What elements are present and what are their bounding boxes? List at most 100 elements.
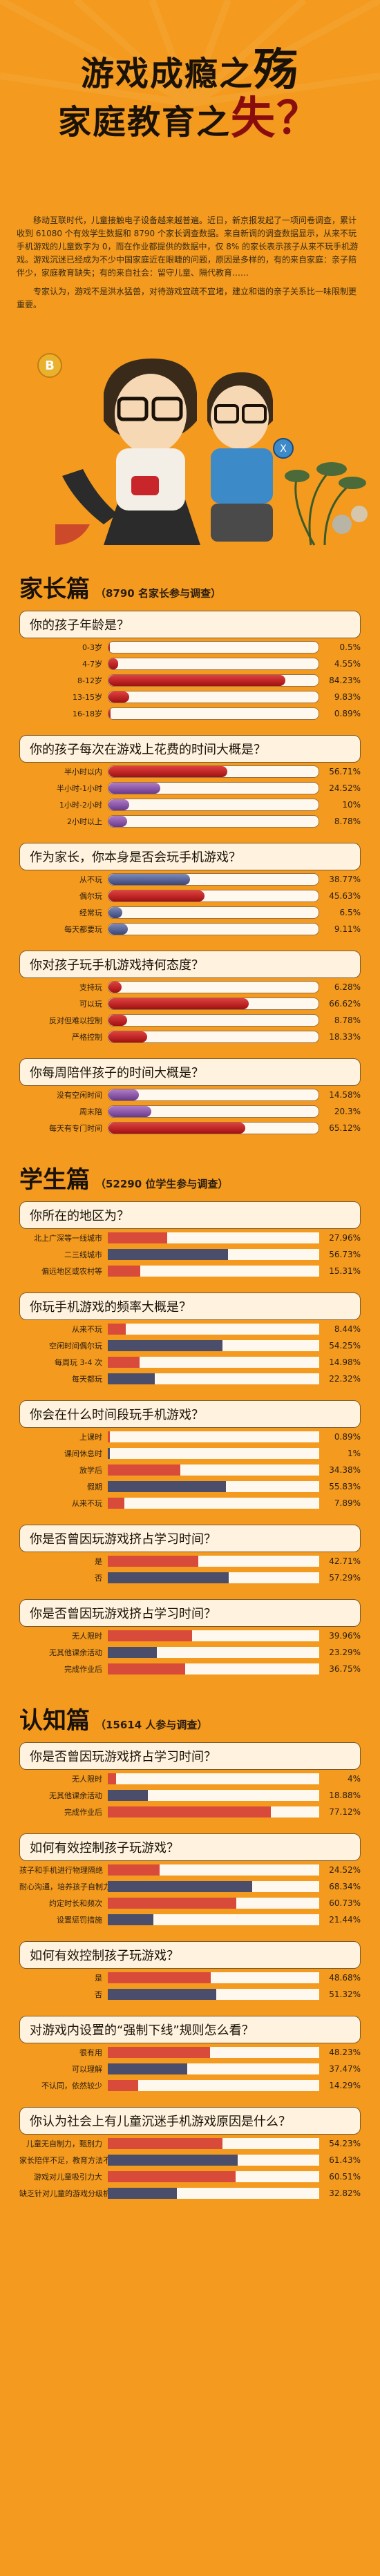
chart-parents-1: 你的孩子每次在游戏上花费的时间大概是？ 半小时以内 56.71% 半小时-1小时 24.… [0,735,380,836]
bar-fill [108,658,118,669]
bar-row: 放学后 34.38% [19,1462,361,1478]
bar-row: 是 42.71% [19,1554,361,1569]
bar-value-label: 15.31% [329,1266,361,1276]
chart-spacer [0,1677,380,1683]
bar-row: 0-3岁 0.5% [19,640,361,655]
bar-fill [108,1324,126,1335]
bar-fill [108,1972,211,1983]
bar-row: 没有空闲时间 14.58% [19,1087,361,1103]
bar-track [108,1498,319,1509]
bar-track [108,2047,319,2058]
bar-row: 半小时以内 56.71% [19,764,361,779]
chart-spacer [0,829,380,836]
bar-track [108,1340,319,1351]
chart-question-title: 作为家长，你本身是否会玩手机游戏？ [19,843,361,870]
bar-fill [108,1123,245,1134]
chart-spacer [0,1279,380,1286]
bar-value-label: 20.3% [334,1107,361,1116]
bar-row: 经常玩 6.5% [19,905,361,920]
bar-fill [108,1357,140,1368]
bar-category-label: 孩子和手机进行物理隔绝 [19,1866,103,1875]
bar-track [108,1266,319,1277]
bar-category-label: 完成作业后 [64,1665,102,1674]
chart-question-title: 如何有效控制孩子玩游戏？ [19,1833,361,1861]
bar-row: 家长陪伴不足，教育方法不当 61.43% [19,2153,361,2168]
chart-question-title: 你的孩子每次在游戏上花费的时间大概是？ [19,735,361,763]
bar-track [108,1881,319,1892]
bar-fill [108,1464,181,1476]
bar-row: 假期 55.83% [19,1479,361,1494]
bar-value-label: 14.98% [329,1357,361,1367]
bar-value-label: 9.83% [334,692,361,702]
bar-track [108,1089,319,1101]
bar-track [108,873,319,886]
bar-track [108,1122,319,1134]
bar-fill [108,2080,138,2091]
bar-row: 每天都玩 22.32% [19,1371,361,1386]
bar-category-label: 约定时长和频次 [49,1899,102,1908]
bar-fill [108,1340,222,1351]
chart-spacer [0,1386,380,1393]
bar-fill [108,1898,236,1909]
bar-track [108,799,319,811]
hero: 游戏成瘾之殇 家庭教育之失？ [0,0,380,207]
bar-value-label: 32.82% [329,2188,361,2198]
bar-row: 从来不玩 8.44% [19,1322,361,1337]
bar-row: 游戏对儿童吸引力大 60.51% [19,2169,361,2184]
bar-fill [108,1989,217,2000]
bar-value-label: 8.44% [334,1324,361,1334]
bar-track [108,1324,319,1335]
bar-value-label: 10% [342,800,361,810]
bar-track [108,2063,319,2074]
bar-value-label: 61.43% [329,2155,361,2165]
bar-fill [108,1373,155,1384]
bar-track [108,2188,319,2199]
chart-question-title: 如何有效控制孩子玩游戏？ [19,1941,361,1969]
bar-fill [108,642,110,653]
bar-track [108,890,319,902]
bar-fill [108,1498,125,1509]
bar-row: 二三线城市 56.73% [19,1247,361,1262]
chart-spacer [0,1927,380,1934]
bar-row: 可以玩 66.62% [19,996,361,1011]
bar-value-label: 18.33% [329,1032,361,1042]
bar-track [108,906,319,919]
bar-value-label: 27.96% [329,1233,361,1243]
bar-row: 课间休息时 1% [19,1446,361,1461]
section-students-subtitle: （52290 位学生参与调查） [95,1178,229,1190]
bar-value-label: 24.52% [329,783,361,793]
bar-value-label: 4.55% [334,659,361,669]
bar-track [108,765,319,778]
chart-students-2: 你会在什么时间段玩手机游戏？ 上课时 0.89% 课间休息时 1% 放学后 34.38% 假期… [0,1400,380,1518]
bar-fill [108,2188,178,2199]
bar-category-label: 16-18岁 [73,709,102,718]
chart-spacer [0,1136,380,1143]
bar-value-label: 24.52% [329,1865,361,1875]
bar-fill [108,816,127,827]
bar-category-label: 很有用 [79,2048,102,2057]
bar-value-label: 57.29% [329,1573,361,1583]
bar-category-label: 没有空闲时间 [57,1091,102,1100]
bar-row: 从来不玩 7.89% [19,1496,361,1511]
bar-category-label: 无其他课余活动 [49,1648,102,1657]
bar-value-label: 77.12% [329,1807,361,1817]
bar-track [108,641,319,653]
bar-track [108,2138,319,2149]
chart-spacer [0,2093,380,2100]
chart-question-title: 你是否曾因玩游戏挤占学习时间？ [19,1599,361,1627]
bar-value-label: 42.71% [329,1556,361,1566]
bar-track [108,1481,319,1492]
bar-value-label: 18.88% [329,1791,361,1800]
bar-fill [108,924,128,935]
bar-category-label: 13-15岁 [73,693,102,702]
bar-category-label: 不认同，依然较少 [41,2081,102,2090]
bar-value-label: 68.34% [329,1882,361,1891]
bar-category-label: 课间休息时 [64,1449,102,1458]
section-cognition-header: 认知篇 （15614 人参与调查） [0,1701,380,1735]
bar-value-label: 51.32% [329,1990,361,1999]
bar-fill [108,982,122,993]
bar-track [108,1972,319,1983]
headline-line-2: 家庭教育之失？ [57,93,322,144]
bar-fill [108,691,129,703]
bar-value-label: 56.73% [329,1250,361,1259]
